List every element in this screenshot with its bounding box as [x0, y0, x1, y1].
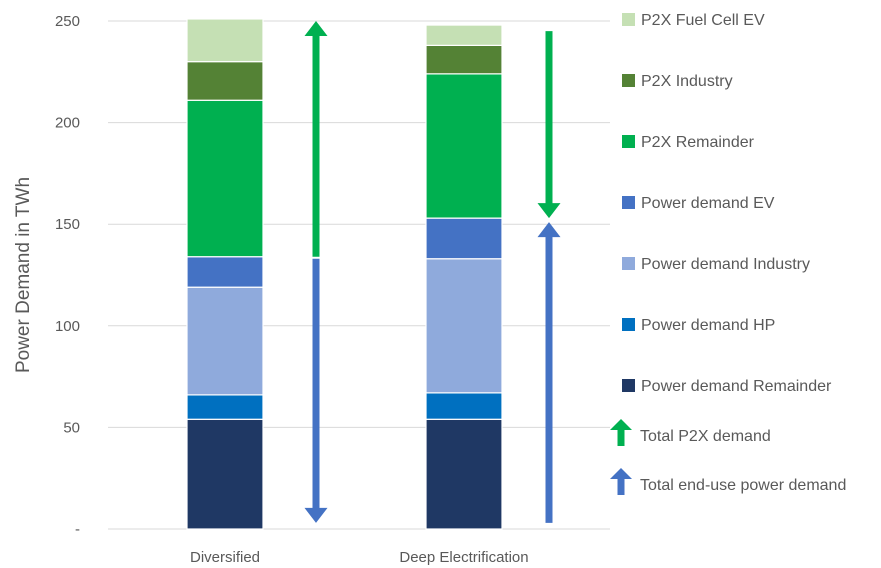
- legend-swatch-power-demand-remainder: [622, 379, 635, 392]
- legend-swatch-p2x-industry: [622, 74, 635, 87]
- legend-label-total-end-use-power-demand: Total end-use power demand: [640, 477, 846, 494]
- bar-segment-power-demand-industry-diversified: [186, 286, 264, 396]
- bar-segment-power-demand-ev-deep-electrification: [425, 217, 503, 260]
- legend-label-power-demand-industry: Power demand Industry: [641, 256, 810, 273]
- legend-swatch-power-demand-hp: [622, 318, 635, 331]
- legend-item-power-demand-remainder: Power demand Remainder: [622, 378, 832, 395]
- bar-segment-p2x-industry-deep-electrification: [425, 44, 503, 75]
- arrow-total-p2x-demand-diversified: [304, 21, 328, 257]
- arrow-total-end-use-power-demand-deep-electrification: [537, 222, 561, 523]
- legend-item-power-demand-hp: Power demand HP: [622, 317, 775, 334]
- x-axis-labels: Diversified Deep Electrification: [190, 549, 529, 566]
- y-tick-label-0: -: [75, 521, 80, 538]
- bar-segment-power-demand-hp-diversified: [186, 394, 264, 420]
- legend-label-power-demand-hp: Power demand HP: [641, 317, 775, 334]
- y-axis-title: Power Demand in TWh: [13, 177, 34, 373]
- legend-swatch-power-demand-industry: [622, 257, 635, 270]
- bar-stack-diversified: [186, 18, 264, 530]
- y-tick-label-150: 150: [55, 216, 80, 233]
- y-tick-label-250: 250: [55, 13, 80, 30]
- bar-segment-power-demand-hp-deep-electrification: [425, 392, 503, 420]
- legend-item-total-end-use-power-demand: Total end-use power demand: [610, 468, 846, 495]
- legend-swatch-p2x-fuel-cell-ev: [622, 13, 635, 26]
- bar-segment-p2x-fuel-cell-ev-deep-electrification: [425, 24, 503, 46]
- legend-item-p2x-industry: P2X Industry: [622, 73, 733, 90]
- y-tick-label-100: 100: [55, 318, 80, 335]
- legend-swatch-p2x-remainder: [622, 135, 635, 148]
- legend-label-power-demand-ev: Power demand EV: [641, 195, 775, 212]
- legend-item-p2x-remainder: P2X Remainder: [622, 134, 755, 151]
- bar-segment-p2x-industry-diversified: [186, 61, 264, 101]
- legend-label-p2x-industry: P2X Industry: [641, 73, 733, 90]
- bar-segment-power-demand-industry-deep-electrification: [425, 258, 503, 394]
- bar-segment-p2x-remainder-deep-electrification: [425, 73, 503, 219]
- bar-segment-p2x-fuel-cell-ev-diversified: [186, 18, 264, 63]
- legend-label-total-p2x-demand: Total P2X demand: [640, 428, 771, 445]
- legend-label-p2x-fuel-cell-ev: P2X Fuel Cell EV: [641, 12, 765, 29]
- legend-arrow-total-p2x-demand: [610, 419, 632, 446]
- x-tick-label-deep-electrification: Deep Electrification: [399, 549, 528, 566]
- x-tick-label-diversified: Diversified: [190, 549, 260, 566]
- legend-label-p2x-remainder: P2X Remainder: [641, 134, 755, 151]
- bar-segment-power-demand-remainder-diversified: [186, 418, 264, 530]
- legend-item-p2x-fuel-cell-ev: P2X Fuel Cell EV: [622, 12, 765, 29]
- y-axis-ticks: - 50 100 150 200 250: [55, 13, 80, 538]
- legend-item-power-demand-ev: Power demand EV: [622, 195, 775, 212]
- bar-segment-power-demand-remainder-deep-electrification: [425, 418, 503, 530]
- bar-segment-power-demand-ev-diversified: [186, 256, 264, 288]
- gridlines: [108, 20, 610, 530]
- y-tick-label-50: 50: [63, 419, 80, 436]
- legend-swatch-power-demand-ev: [622, 196, 635, 209]
- arrow-total-end-use-power-demand-diversified: [304, 258, 328, 523]
- legend-item-total-p2x-demand: Total P2X demand: [610, 419, 771, 446]
- y-tick-label-200: 200: [55, 115, 80, 132]
- arrow-total-p2x-demand-deep-electrification: [537, 31, 561, 219]
- bar-stack-deep-electrification: [425, 24, 503, 530]
- bar-segment-p2x-remainder-diversified: [186, 99, 264, 258]
- legend-item-power-demand-industry: Power demand Industry: [622, 256, 810, 273]
- bars: [186, 18, 503, 530]
- legend-arrow-total-end-use-power-demand: [610, 468, 632, 495]
- annotation-arrows: [304, 21, 561, 523]
- legend: P2X Fuel Cell EV P2X Industry P2X Remainde…: [610, 12, 846, 495]
- legend-label-power-demand-remainder: Power demand Remainder: [641, 378, 832, 395]
